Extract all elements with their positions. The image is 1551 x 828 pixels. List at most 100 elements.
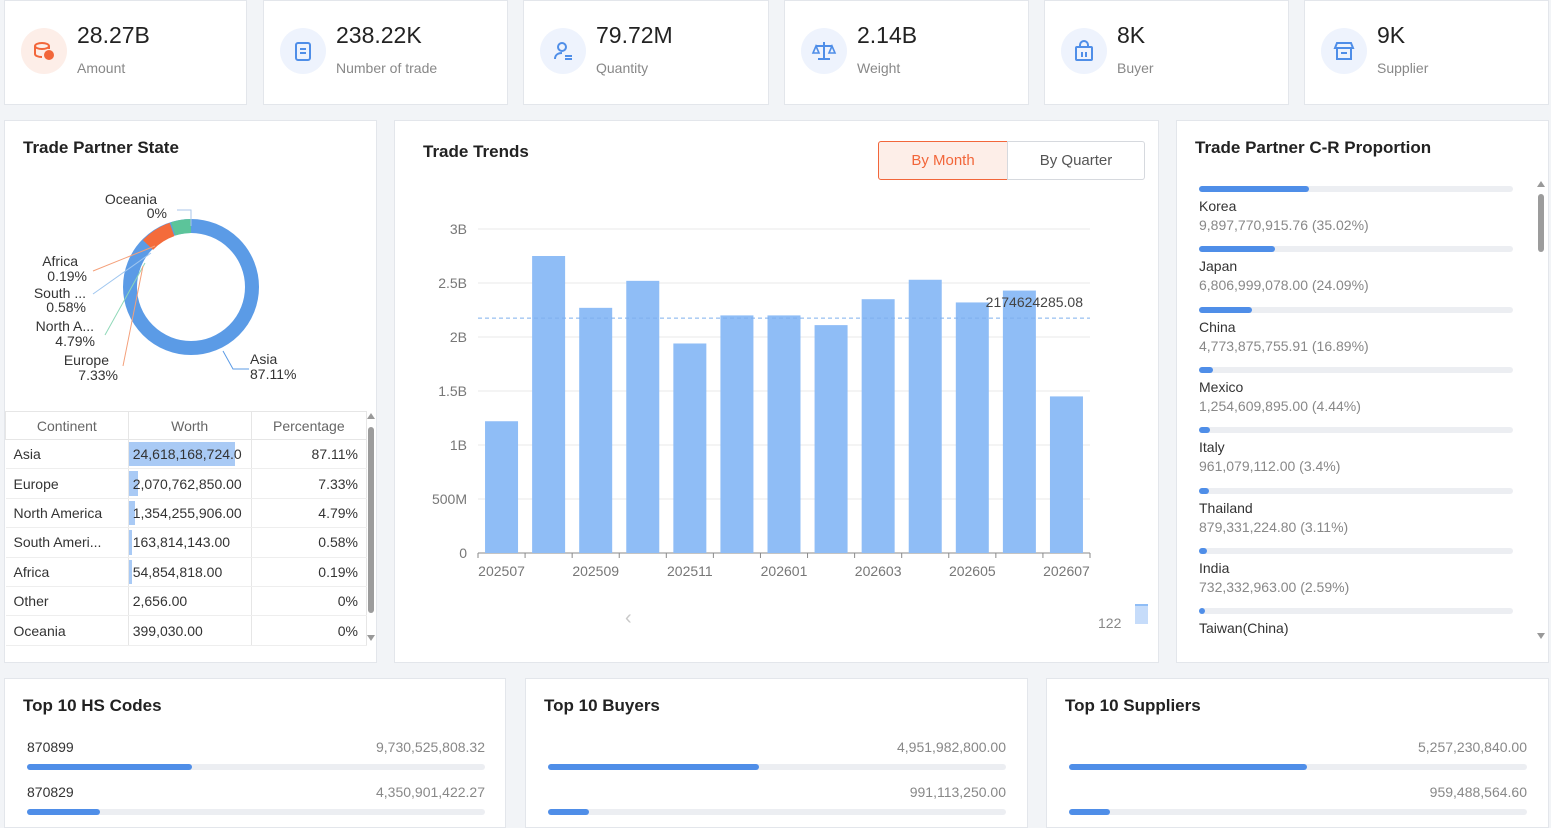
cr-list-item[interactable]: Mexico 1,254,609,895.00 (4.44%) <box>1199 366 1513 422</box>
percentage-cell: 0% <box>251 586 368 617</box>
x-tick-label: 202601 <box>761 563 808 579</box>
continent-cell: Oceania <box>5 615 129 646</box>
worth-value: 54,854,818.00 <box>132 563 223 580</box>
panel-title: Trade Partner C-R Proportion <box>1195 138 1432 157</box>
worth-cell: 399,030.00 <box>128 615 252 646</box>
donut-slice-europe[interactable] <box>142 222 175 251</box>
supplier-value: 5,257,230,840.00 <box>1418 739 1527 755</box>
percentage-cell: 4.79% <box>251 498 368 529</box>
column-header-percentage[interactable]: Percentage <box>250 411 368 440</box>
worth-cell: 2,656.00 <box>128 586 252 617</box>
country-name: Korea <box>1199 198 1237 214</box>
stat-label: Amount <box>77 60 126 76</box>
store-icon <box>1321 28 1367 74</box>
hs-code: 870829 <box>27 784 74 800</box>
bar[interactable] <box>673 343 707 553</box>
stat-value: 28.27B <box>77 22 150 48</box>
country-value: 9,897,770,915.76 (35.02%) <box>1199 217 1369 233</box>
country-name: Italy <box>1199 439 1225 456</box>
continent-cell: North America <box>5 498 129 529</box>
cr-list-item[interactable]: China 4,773,875,755.91 (16.89%) <box>1199 306 1513 362</box>
progress-track <box>1199 487 1513 494</box>
progress-track <box>27 809 485 815</box>
country-name: India <box>1199 559 1230 576</box>
column-header-worth[interactable]: Worth <box>127 411 252 440</box>
hs-code: 870899 <box>27 739 74 755</box>
progress-track <box>1199 547 1513 554</box>
scroll-up-arrow[interactable] <box>1537 181 1545 187</box>
bar[interactable] <box>626 280 660 553</box>
scrollbar-thumb[interactable] <box>368 427 374 613</box>
cr-list-item[interactable]: Japan 6,806,999,078.00 (24.09%) <box>1199 246 1513 301</box>
bar[interactable] <box>908 279 942 553</box>
bar[interactable] <box>1002 290 1036 553</box>
bar[interactable] <box>861 299 895 553</box>
donut-label-oceania: Oceania <box>105 191 157 207</box>
donut-slice-north-america[interactable] <box>170 219 192 236</box>
progress-fill <box>27 809 101 815</box>
scroll-up-arrow[interactable] <box>367 413 375 419</box>
table-row[interactable]: Oceania 399,030.00 0% <box>5 615 368 646</box>
x-tick-label: 202603 <box>855 563 902 579</box>
y-tick-label: 1B <box>450 437 467 453</box>
bar[interactable] <box>720 315 754 553</box>
scroll-down-arrow[interactable] <box>1537 633 1545 639</box>
table-scrollbar[interactable] <box>367 413 375 645</box>
cr-list-item[interactable]: Thailand 879,331,224.80 (3.11%) <box>1199 487 1513 543</box>
table-row[interactable]: North America 1,354,255,906.00 4.79% <box>5 498 368 529</box>
x-tick-label: 202605 <box>949 563 996 579</box>
bar[interactable] <box>579 307 613 553</box>
bar[interactable] <box>1049 396 1083 553</box>
y-tick-label: 2.5B <box>438 275 467 291</box>
top-hs-codes-panel: Top 10 HS Codes 870899 9,730,525,808.32 … <box>4 678 506 828</box>
progress-fill <box>1069 809 1111 815</box>
panel-title: Top 10 Buyers <box>544 696 660 715</box>
bar[interactable] <box>532 256 566 553</box>
table-row[interactable]: Africa 54,854,818.00 0.19% <box>5 557 368 587</box>
country-name: Mexico <box>1199 378 1244 395</box>
worth-cell: 1,354,255,906.00 <box>128 498 252 529</box>
cr-list-item[interactable]: Korea 9,897,770,915.76 (35.02%) <box>1199 186 1513 241</box>
by-quarter-button[interactable]: By Quarter <box>1007 141 1145 180</box>
stat-value: 8K <box>1117 22 1146 48</box>
supplier-value: 959,488,564.60 <box>1429 784 1527 800</box>
progress-fill <box>1199 246 1275 253</box>
cr-list-item[interactable]: Italy 961,079,112.00 (3.4%) <box>1199 427 1513 482</box>
clipboard-icon <box>280 28 326 74</box>
country-name: Japan <box>1199 258 1238 275</box>
donut-pct-africa: 0.19% <box>47 268 87 284</box>
panel-title: Trade Partner State <box>23 138 179 157</box>
scrollbar-thumb[interactable] <box>1538 194 1544 252</box>
country-name: Taiwan(China) <box>1199 620 1289 637</box>
donut-label-africa: Africa <box>42 253 78 269</box>
zoom-handle-icon[interactable] <box>1135 604 1148 624</box>
bar[interactable] <box>955 302 989 553</box>
table-row[interactable]: Asia 24,618,168,724.0 87.11% <box>5 439 368 470</box>
trade-trends-bar-chart: 0 500M 1B 1.5B 2B 2.5B 3B 202507 202509 202511 202… <box>432 221 1091 579</box>
bar[interactable] <box>767 315 801 553</box>
hs-value: 4,350,901,422.27 <box>376 784 485 800</box>
chevron-left-icon[interactable]: ‹ <box>625 607 632 629</box>
progress-fill <box>1199 547 1208 554</box>
bar[interactable] <box>485 421 519 553</box>
table-row[interactable]: Europe 2,070,762,850.00 7.33% <box>5 468 368 499</box>
cr-list-item[interactable]: Taiwan(China) <box>1199 608 1513 643</box>
continent-cell: South Ameri... <box>5 527 129 558</box>
column-header-continent[interactable]: Continent <box>5 411 129 440</box>
worth-value: 2,656.00 <box>132 593 188 610</box>
bar[interactable] <box>814 325 848 553</box>
country-value: 879,331,224.80 (3.11%) <box>1199 518 1349 535</box>
table-row[interactable]: Other 2,656.00 0% <box>5 586 368 617</box>
progress-track <box>1199 186 1513 192</box>
progress-track <box>27 764 485 770</box>
donut-label-north-america: North A... <box>36 318 94 334</box>
table-row[interactable]: South Ameri... 163,814,143.00 0.58% <box>5 527 368 558</box>
panel-title: Trade Trends <box>423 142 529 161</box>
cr-scrollbar[interactable] <box>1537 181 1545 641</box>
progress-fill <box>1199 366 1213 373</box>
stat-label: Number of trade <box>336 60 438 76</box>
scroll-down-arrow[interactable] <box>367 635 375 641</box>
country-value: 732,332,963.00 (2.59%) <box>1199 578 1350 595</box>
cr-list-item[interactable]: India 732,332,963.00 (2.59%) <box>1199 547 1513 603</box>
stat-value: 9K <box>1377 22 1406 48</box>
